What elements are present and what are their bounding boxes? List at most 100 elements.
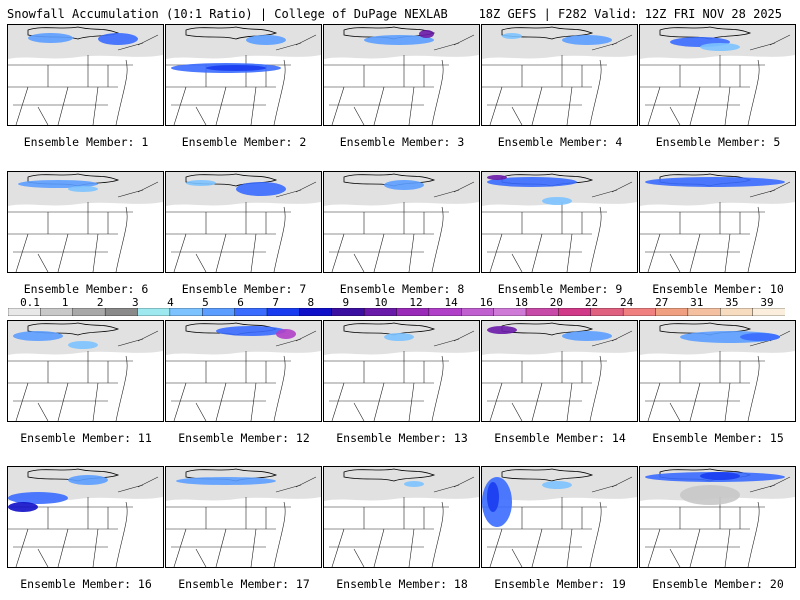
light-snow-shading: [482, 321, 637, 355]
snow-contour-2: [206, 65, 266, 71]
map-panel-member-5: [639, 24, 796, 126]
map-panel-member-16: [7, 466, 164, 568]
snow-contour-1: [8, 492, 68, 504]
state-border: [173, 233, 187, 272]
colorbar-tick-label: 20: [549, 296, 564, 309]
state-border: [250, 86, 257, 125]
state-border: [747, 501, 760, 567]
ensemble-member-label: Ensemble Member: 18: [336, 577, 468, 591]
state-border: [92, 382, 99, 421]
snow-contour-1: [364, 35, 434, 45]
state-border: [531, 86, 543, 125]
colorbar-tick-label: 35: [725, 296, 739, 309]
colorbar-segment: [461, 308, 495, 316]
colorbar-segment: [558, 308, 592, 316]
snowfall-map: [8, 172, 163, 272]
state-border: [173, 528, 187, 567]
snowfall-colorbar: [8, 308, 785, 316]
state-border: [591, 42, 618, 51]
state-border: [589, 501, 602, 567]
state-border: [115, 59, 128, 125]
state-border: [373, 86, 385, 125]
ensemble-member-label: Ensemble Member: 11: [20, 431, 152, 445]
snowfall-map: [166, 172, 321, 272]
ocean-area: [436, 60, 479, 125]
ocean-area: [752, 356, 795, 421]
snow-contour-2: [68, 186, 98, 192]
ensemble-member-label: Ensemble Member: 15: [652, 431, 784, 445]
state-border: [215, 382, 227, 421]
state-border: [195, 106, 207, 125]
state-border: [275, 338, 302, 347]
state-border: [747, 59, 760, 125]
colorbar-segment: [169, 308, 203, 316]
colorbar-segment: [299, 308, 333, 316]
state-border: [431, 59, 444, 125]
state-border: [173, 382, 187, 421]
colorbar-tick-label: 10: [374, 296, 388, 309]
state-border: [566, 233, 573, 272]
map-panel-member-15: [639, 320, 796, 422]
state-border: [433, 189, 460, 198]
map-panel-member-13: [323, 320, 480, 422]
ocean-area: [436, 207, 479, 272]
light-snow-shading: [166, 25, 321, 59]
snow-contour-1: [487, 177, 577, 187]
colorbar-tick-label: 1: [61, 296, 69, 309]
state-border: [115, 206, 128, 272]
snowfall-map: [324, 25, 479, 125]
state-border: [689, 528, 701, 567]
great-lakes-outline: [501, 468, 594, 482]
header-left-title: Snowfall Accumulation (10:1 Ratio) | Col…: [7, 7, 448, 21]
state-border: [669, 548, 681, 567]
map-panel-member-8: [323, 171, 480, 273]
state-border: [408, 382, 415, 421]
state-border: [117, 42, 144, 51]
state-border: [117, 189, 144, 198]
state-border: [115, 355, 128, 421]
snow-contour-1: [384, 333, 414, 341]
colorbar-segment: [104, 308, 139, 316]
state-border: [195, 548, 207, 567]
state-border: [15, 86, 29, 125]
map-panel-member-12: [165, 320, 322, 422]
state-border: [57, 233, 69, 272]
state-border: [724, 86, 731, 125]
colorbar-segment: [720, 308, 754, 316]
state-border: [433, 338, 460, 347]
light-snow-shading: [166, 321, 321, 355]
colorbar-segment: [72, 308, 106, 316]
ensemble-member-label: Ensemble Member: 10: [652, 282, 784, 296]
great-lakes-outline: [501, 322, 594, 336]
state-border: [647, 528, 661, 567]
snow-contour-2: [68, 341, 98, 349]
map-panel-member-10: [639, 171, 796, 273]
header-right-title: 18Z GEFS | F282 Valid: 12Z FRI NOV 28 20…: [478, 7, 782, 21]
ensemble-member-label: Ensemble Member: 7: [181, 282, 307, 296]
colorbar-tick-label: 4: [167, 296, 174, 309]
state-border: [511, 548, 523, 567]
state-border: [647, 233, 661, 272]
state-border: [431, 355, 444, 421]
state-border: [566, 528, 573, 567]
state-border: [117, 338, 144, 347]
ocean-area: [278, 207, 321, 272]
state-border: [566, 86, 573, 125]
snowfall-map: [8, 467, 163, 567]
snow-contour-2: [562, 331, 612, 341]
snowfall-map: [324, 467, 479, 567]
snow-contour-2: [700, 43, 740, 51]
state-border: [724, 382, 731, 421]
ocean-area: [120, 207, 163, 272]
colorbar-tick-label: 6: [237, 296, 244, 309]
colorbar-segment: [363, 308, 398, 316]
state-border: [669, 106, 681, 125]
state-border: [373, 382, 385, 421]
colorbar-segment: [622, 308, 657, 316]
snow-contour-1: [18, 180, 98, 188]
colorbar-tick-label: 7: [272, 296, 279, 309]
snowfall-map: [8, 321, 163, 421]
state-border: [215, 86, 227, 125]
snowfall-map: [482, 172, 637, 272]
state-border: [589, 206, 602, 272]
